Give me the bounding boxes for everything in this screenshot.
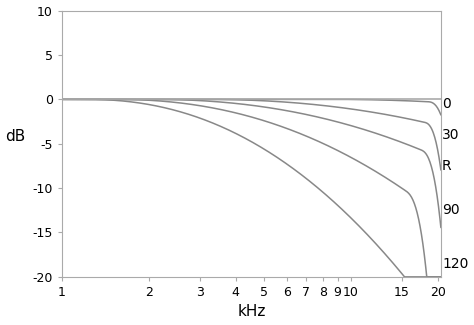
Text: 0: 0	[442, 97, 451, 111]
Y-axis label: dB: dB	[6, 129, 26, 144]
X-axis label: kHz: kHz	[237, 305, 265, 319]
Text: 120: 120	[442, 256, 468, 270]
Text: R: R	[442, 159, 452, 173]
Text: 90: 90	[442, 203, 460, 217]
Text: 30: 30	[442, 128, 460, 142]
